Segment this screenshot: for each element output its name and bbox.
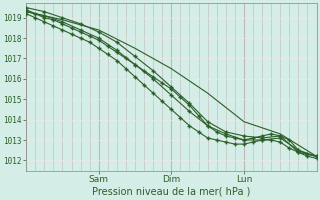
X-axis label: Pression niveau de la mer( hPa ): Pression niveau de la mer( hPa ) (92, 187, 251, 197)
